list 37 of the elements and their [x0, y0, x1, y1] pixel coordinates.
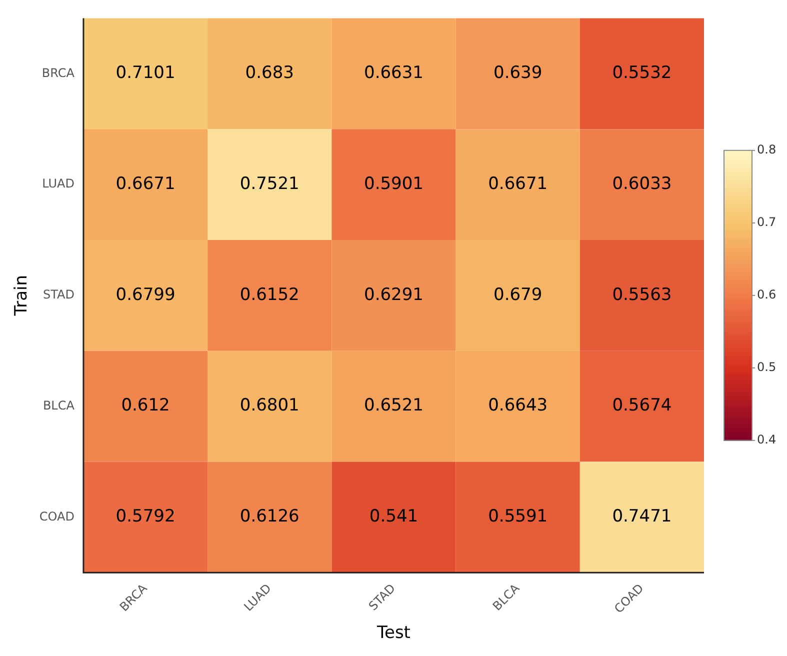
data-label: 0.6671 [488, 174, 548, 194]
data-label: 0.6126 [240, 506, 300, 527]
data-label: 0.5901 [364, 174, 424, 194]
data-label: 0.679 [494, 284, 542, 305]
data-label: 0.6152 [240, 284, 300, 305]
color-bar-label: 0.6 [757, 288, 776, 302]
data-label: 0.683 [245, 63, 294, 84]
y-tick-label: BRCA [42, 66, 76, 80]
data-label: 0.7521 [240, 174, 300, 194]
y-tick-label: LUAD [42, 176, 74, 191]
data-label: 0.7101 [116, 63, 176, 84]
data-label: 0.5563 [612, 284, 672, 305]
color-bar-label: 0.5 [757, 360, 776, 374]
color-bar-label: 0.8 [757, 142, 776, 157]
y-tick-label: COAD [39, 509, 74, 524]
y-axis-title: Train [12, 275, 32, 317]
data-label: 0.639 [494, 63, 542, 84]
data-label: 0.7471 [612, 506, 672, 527]
data-label: 0.5792 [116, 506, 176, 527]
data-label: 0.612 [121, 396, 170, 416]
data-label: 0.6799 [116, 284, 176, 305]
data-label: 0.6631 [364, 63, 424, 84]
data-label: 0.5532 [612, 63, 672, 84]
data-label: 0.5674 [612, 396, 672, 416]
data-label: 0.6291 [364, 284, 424, 305]
data-label: 0.6671 [116, 174, 176, 194]
data-label: 0.6521 [364, 396, 424, 416]
color-bar-label: 0.4 [757, 432, 776, 447]
data-label: 0.5591 [488, 506, 548, 527]
color-bar-label: 0.7 [757, 215, 776, 230]
y-tick-label: STAD [42, 288, 74, 302]
data-label: 0.541 [369, 506, 418, 527]
x-axis-title: Test [376, 623, 411, 644]
data-label: 0.6643 [488, 396, 548, 416]
data-label: 0.6801 [240, 396, 300, 416]
data-label: 0.6033 [612, 174, 672, 194]
y-tick-label: BLCA [42, 398, 76, 412]
